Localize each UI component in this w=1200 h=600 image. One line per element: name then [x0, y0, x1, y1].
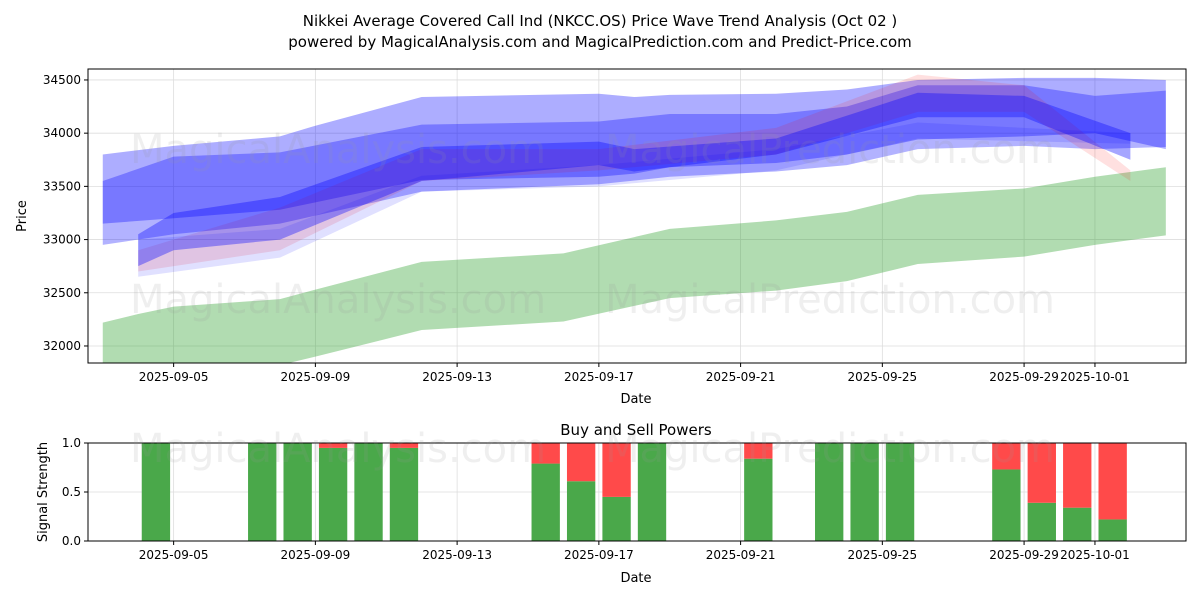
- sell-bar: [566, 443, 596, 482]
- x-tick-label: 2025-09-25: [847, 548, 917, 562]
- buy-bar: [389, 447, 419, 541]
- y-axis-label-signal: Signal Strength: [36, 442, 51, 542]
- blue-wave-band-light: [138, 122, 1131, 277]
- watermark: MagicalPrediction.com: [605, 277, 1055, 323]
- y-tick-label: 0.0: [62, 534, 81, 548]
- buy-bar: [318, 447, 348, 541]
- signal-plot: 2025-09-05 2025-09-09 2025-09-13 2025-09-17…: [62, 436, 1187, 562]
- y-axis-label-price: Price: [15, 200, 30, 232]
- watermark: MagicalAnalysis.com: [130, 127, 546, 173]
- x-tick-label: 2025-09-13: [422, 370, 492, 384]
- signal-chart-title: Buy and Sell Powers: [560, 421, 712, 439]
- buy-bar: [566, 481, 596, 541]
- watermark: MagicalAnalysis.com: [130, 277, 546, 323]
- y-tick-label: 34000: [43, 126, 81, 140]
- x-tick-label: 2025-09-21: [706, 370, 776, 384]
- buy-bar: [992, 469, 1021, 541]
- buy-bar: [1027, 502, 1056, 541]
- x-tick-label: 2025-09-29: [989, 548, 1059, 562]
- buy-bar: [1098, 519, 1127, 541]
- price-plot: 2025-09-05 2025-09-09 2025-09-13 2025-09-17…: [43, 68, 1187, 384]
- y-tick-label: 33500: [43, 179, 81, 193]
- y-tick-label: 33000: [43, 233, 81, 247]
- blue-wave-band-2: [102, 85, 1166, 245]
- x-axis-label-price: Date: [620, 392, 651, 407]
- chart-title: Nikkei Average Covered Call Ind (NKCC.OS…: [303, 12, 898, 30]
- buy-bar: [637, 443, 667, 541]
- buy-bar: [744, 458, 773, 541]
- sell-bar: [744, 443, 773, 459]
- sell-bar: [1027, 443, 1056, 503]
- blue-wave-band-core: [138, 92, 1131, 267]
- buy-bar: [1063, 507, 1092, 541]
- x-tick-label: 2025-10-01: [1060, 370, 1130, 384]
- buy-bar: [141, 443, 171, 541]
- y-tick-label: 32000: [43, 339, 81, 353]
- red-wave-band: [138, 74, 1131, 272]
- y-tick-label: 1.0: [62, 436, 81, 450]
- watermarks: MagicalAnalysis.com MagicalPrediction.co…: [130, 127, 1055, 472]
- x-tick-label: 2025-09-21: [706, 548, 776, 562]
- y-tick-label: 0.5: [62, 485, 81, 499]
- buy-bar: [850, 443, 879, 541]
- bands: [102, 74, 1166, 363]
- sell-bar: [318, 443, 348, 448]
- x-tick-label: 2025-09-05: [139, 548, 209, 562]
- x-axis-label-signal: Date: [620, 571, 651, 586]
- buy-bar: [283, 443, 312, 541]
- buy-bar: [815, 443, 844, 541]
- x-tick-label: 2025-09-13: [422, 548, 492, 562]
- x-tick-label: 2025-09-29: [989, 370, 1059, 384]
- x-tick-label: 2025-09-25: [847, 370, 917, 384]
- sell-bar: [531, 443, 560, 464]
- x-tick-label: 2025-09-17: [564, 548, 634, 562]
- watermark: MagicalPrediction.com: [605, 127, 1055, 173]
- buy-bar: [531, 463, 560, 541]
- x-tick-label: 2025-09-09: [281, 548, 351, 562]
- plot-frame: [87, 68, 1187, 364]
- x-tick-label: 2025-09-17: [564, 370, 634, 384]
- sell-bar: [1098, 443, 1127, 520]
- sell-bar: [992, 443, 1021, 470]
- y-tick-label: 32500: [43, 286, 81, 300]
- x-tick-label: 2025-09-09: [281, 370, 351, 384]
- buy-bar: [885, 443, 915, 541]
- plot-frame: [87, 442, 1187, 542]
- blue-wave-band-outer: [102, 77, 1166, 224]
- sell-bar: [602, 443, 631, 497]
- buy-bar: [602, 496, 631, 541]
- buy-bar: [248, 443, 277, 541]
- y-tick-label: 34500: [43, 73, 81, 87]
- x-tick-label: 2025-09-05: [139, 370, 209, 384]
- buy-bar: [354, 443, 383, 541]
- x-tick-label: 2025-10-01: [1060, 548, 1130, 562]
- watermark: MagicalAnalysis.com: [130, 426, 546, 472]
- green-trend-band: [102, 167, 1166, 363]
- watermark: MagicalPrediction.com: [605, 426, 1055, 472]
- chart-subtitle: powered by MagicalAnalysis.com and Magic…: [288, 33, 912, 51]
- sell-bar: [1063, 443, 1092, 508]
- sell-bar: [389, 443, 419, 448]
